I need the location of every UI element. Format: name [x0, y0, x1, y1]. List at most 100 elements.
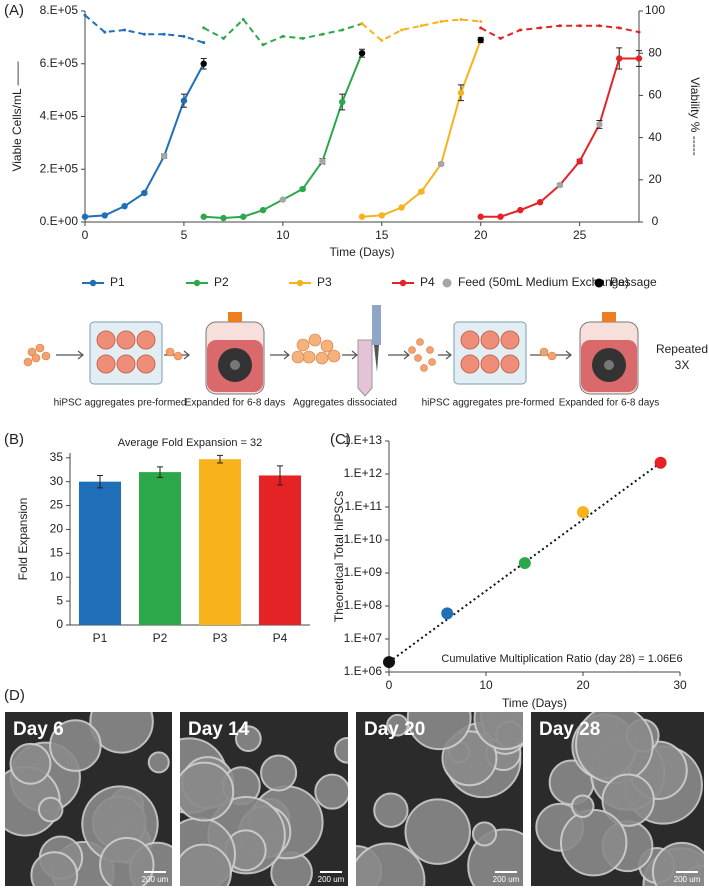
diagram-step: Expanded for 6-8 days — [185, 398, 286, 409]
data-point — [437, 160, 445, 168]
aggregate — [334, 736, 348, 764]
aggregate — [37, 796, 64, 823]
viability-point — [538, 26, 542, 30]
aggregate — [260, 754, 298, 792]
aggregate — [575, 712, 654, 784]
aggregate — [406, 712, 472, 751]
data-point — [383, 656, 395, 669]
viability-point — [459, 17, 463, 21]
viability-point — [617, 26, 621, 30]
error-bar — [217, 454, 223, 464]
error-bar — [97, 474, 103, 489]
scale-bar-label: 200 um — [674, 875, 701, 884]
viability-point — [558, 24, 562, 28]
x-tick-label: 20 — [576, 678, 590, 692]
aggregate — [9, 742, 52, 785]
viability-point — [301, 36, 305, 40]
data-point — [596, 121, 603, 128]
data-point — [577, 506, 589, 519]
legend-label: P3 — [317, 275, 332, 289]
y2-tick-label: 100 — [645, 3, 665, 17]
y2-axis-label: Viability % ----- — [688, 77, 702, 155]
subtitle: Average Fold Expansion = 32 — [118, 437, 262, 449]
panel-label: (C) — [330, 431, 351, 448]
aggregate — [30, 851, 79, 886]
aggregate — [570, 794, 595, 819]
y2-tick-label: 20 — [648, 172, 662, 186]
legend-marker — [193, 279, 201, 287]
viability-point — [419, 24, 423, 28]
scale-bar-label: 200 um — [493, 875, 520, 884]
y-tick-label: 1.E+11 — [345, 499, 383, 513]
y-tick-label: 15 — [50, 546, 64, 560]
diagram-step: hiPSC aggregates pre-formed — [422, 398, 555, 409]
data-point — [536, 199, 544, 206]
y-tick-label: 1.E+07 — [344, 631, 383, 645]
viability-line — [203, 17, 363, 46]
data-point — [441, 607, 454, 620]
x-tick-label: 30 — [673, 678, 687, 692]
legend-label: P1 — [110, 275, 125, 289]
panel-label: (D) — [4, 687, 25, 704]
data-point — [121, 202, 128, 210]
error-bar — [277, 465, 283, 486]
aggregate — [147, 751, 170, 774]
y-tick-label: 1.E+06 — [344, 664, 383, 678]
panel-label: (A) — [4, 2, 24, 19]
y-tick-label: 35 — [50, 450, 64, 464]
legend-marker — [399, 279, 407, 287]
aggregate — [471, 821, 498, 847]
y-tick-label: 8.E+05 — [40, 3, 79, 17]
data-point — [141, 189, 148, 197]
aggregate — [180, 843, 232, 886]
legend-marker — [296, 279, 304, 287]
scale-bar-label: 200 um — [142, 875, 169, 884]
viability-line — [480, 24, 640, 40]
micrograph — [531, 712, 704, 886]
y2-tick-label: 80 — [648, 45, 662, 59]
data-point — [497, 213, 504, 220]
aggregate — [314, 773, 348, 810]
data-point — [457, 89, 465, 96]
error-bar-line — [97, 474, 103, 489]
micrograph — [356, 712, 523, 886]
aggregate — [99, 837, 155, 886]
bar — [79, 481, 121, 625]
workflow-diagram — [23, 305, 639, 397]
aggregate — [601, 773, 655, 827]
diagram-repeat: 3X — [675, 358, 690, 372]
y-tick-label: 1.E+13 — [344, 433, 383, 447]
micrograph — [180, 712, 348, 886]
data-point — [220, 214, 227, 222]
y-tick-label: 30 — [50, 474, 64, 488]
viability-point — [261, 43, 265, 47]
viability-point — [340, 28, 344, 32]
aggregate — [651, 841, 704, 886]
data-point — [180, 97, 188, 104]
viability-point — [518, 28, 522, 32]
viability-point — [637, 30, 641, 34]
error-bar-line — [277, 465, 283, 486]
error-bar — [157, 466, 163, 478]
y-tick-label: 1.E+08 — [344, 598, 383, 612]
legend-marker — [594, 278, 604, 288]
data-point — [319, 158, 326, 165]
annotation: Cumulative Multiplication Ratio (day 28)… — [441, 653, 682, 665]
data-point — [518, 557, 531, 570]
bar — [199, 459, 241, 625]
x-axis-label: Time (Days) — [330, 245, 395, 259]
series-line — [480, 57, 639, 218]
y-tick-label: 0.E+00 — [40, 214, 79, 228]
x-tick-label: 0 — [82, 228, 89, 242]
data-point — [378, 212, 385, 219]
data-point — [576, 158, 583, 165]
viability-point — [400, 28, 404, 32]
x-tick-label: P3 — [213, 631, 228, 645]
y-tick-label: 1.E+10 — [344, 532, 383, 546]
bar — [139, 472, 181, 625]
legend-label: P4 — [420, 275, 435, 289]
y-axis-label: Theoretical Total hiPSCs — [332, 491, 346, 622]
data-point — [200, 213, 207, 220]
y-tick-label: 1.E+09 — [344, 565, 383, 579]
